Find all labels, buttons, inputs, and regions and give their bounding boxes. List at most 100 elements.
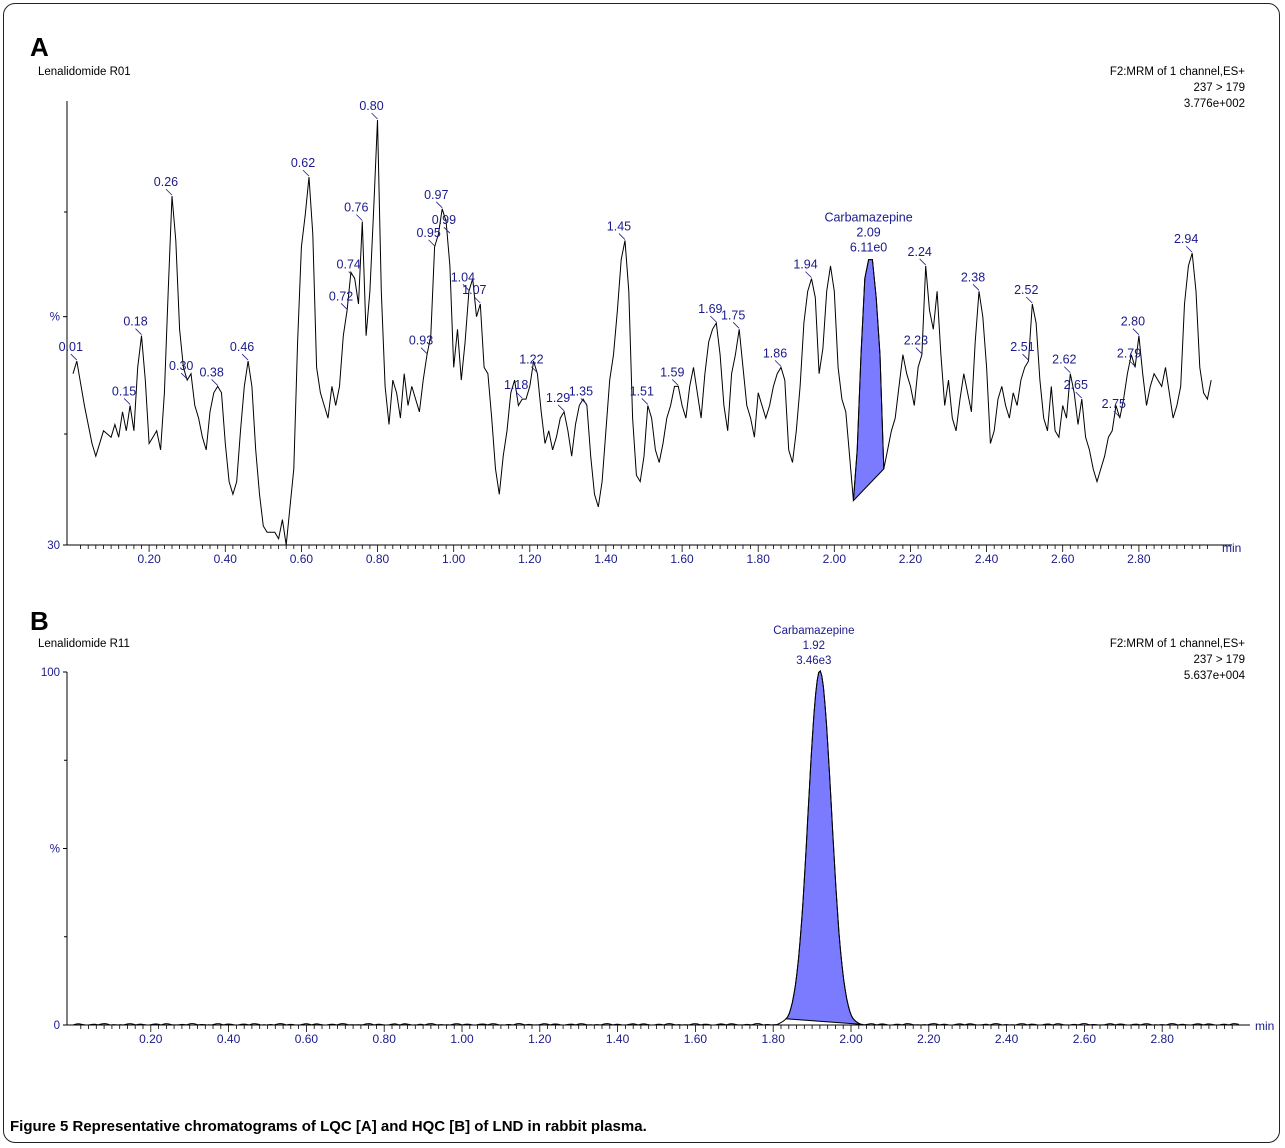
x-tick-label: 0.20 (137, 552, 161, 566)
peak-label-leader (1185, 245, 1193, 253)
peak-label: 1.29 (546, 391, 570, 405)
peak-label-leader (1132, 328, 1140, 335)
peak-label: 1.51 (630, 384, 654, 398)
peak-label-leader (671, 379, 679, 386)
peak-label: 2.62 (1052, 353, 1076, 367)
x-tick-label: 1.80 (762, 1032, 786, 1046)
chromatogram-trace (72, 119, 1212, 546)
x-tick-label: 0.80 (373, 1032, 397, 1046)
panel-b-header-line-2: 237 > 179 (1194, 654, 1245, 666)
x-axis-ticks (80, 545, 1208, 552)
peak-label: 0.62 (291, 156, 315, 170)
analyte-annotation-line: Carbamazepine (773, 625, 854, 637)
peak-label: 1.35 (569, 384, 593, 398)
x-tick-label: 0.20 (139, 1032, 163, 1046)
x-tick-label: 2.20 (899, 552, 923, 566)
panel-a: A Lenalidomide R01 F2:MRM of 1 channel,E… (30, 32, 1245, 566)
peak-label-leader (180, 372, 188, 380)
analyte-annotation-line: 6.11e0 (850, 241, 887, 255)
peak-label: 2.52 (1014, 283, 1038, 297)
x-tick-label: 2.40 (975, 552, 999, 566)
x-tick-label: 0.60 (295, 1032, 319, 1046)
peak-label-leader (462, 284, 470, 291)
peak-label: 2.51 (1010, 340, 1034, 354)
integrated-peak-area (852, 259, 885, 502)
y-tick-label: 0 (54, 1020, 60, 1032)
peak-label: 0.46 (230, 340, 254, 354)
chromatogram-trace (73, 669, 1239, 1026)
peak-label: 0.74 (337, 258, 361, 272)
peak-label: 1.75 (721, 308, 745, 322)
peak-label-leader (732, 322, 740, 329)
x-axis-unit: min (1222, 541, 1241, 555)
peak-label: 2.23 (904, 334, 928, 348)
peak-label-leader (165, 188, 173, 196)
peak-label-leader (774, 360, 782, 367)
y-tick-label: % (50, 844, 60, 856)
peak-label-leader (919, 258, 926, 266)
peak-label-leader (135, 328, 142, 335)
peak-label: 2.94 (1174, 232, 1198, 246)
x-tick-label: 1.40 (594, 552, 618, 566)
peak-label-leader (356, 214, 363, 221)
peak-label-leader (241, 353, 249, 361)
panel-b-header-line-3: 5.637e+004 (1184, 670, 1246, 682)
x-tick-label: 0.60 (290, 552, 314, 566)
peak-label: 0.26 (154, 175, 178, 189)
x-tick-label: 0.40 (217, 1032, 241, 1046)
x-tick-label: 1.60 (670, 552, 694, 566)
y-tick-label: % (50, 312, 60, 324)
peak-label: 2.65 (1064, 378, 1088, 392)
peak-label-leader (340, 303, 348, 310)
peak-label-leader (915, 347, 923, 354)
x-tick-label: 1.20 (518, 552, 542, 566)
peak-label: 1.94 (793, 258, 817, 272)
peak-label: 2.79 (1117, 346, 1141, 360)
peak-label-leader (474, 296, 481, 304)
analyte-annotation-line: 2.09 (856, 226, 880, 240)
panel-b-sample-name: Lenalidomide R11 (38, 638, 130, 650)
x-tick-label: 2.20 (917, 1032, 941, 1046)
peak-label: 1.22 (519, 353, 543, 367)
x-axis-ticks (80, 1025, 1233, 1032)
x-tick-label: 1.60 (684, 1032, 708, 1046)
peak-label-leader (641, 398, 649, 405)
peak-label-leader (1128, 360, 1136, 367)
panel-b-header-line-1: F2:MRM of 1 channel,ES+ (1110, 638, 1245, 650)
peak-label-leader (123, 398, 131, 405)
peak-label-leader (371, 112, 378, 120)
peak-label-leader (1022, 353, 1029, 361)
x-tick-label: 2.00 (839, 1032, 863, 1046)
peak-label: 0.15 (112, 384, 136, 398)
peak-label: 1.86 (763, 346, 787, 360)
peak-label-leader (557, 404, 565, 412)
panel-b-letter: B (30, 606, 49, 636)
panel-a-header-line-3: 3.776e+002 (1184, 98, 1245, 110)
peak-label-leader (302, 169, 310, 177)
panel-a-sample-name: Lenalidomide R01 (38, 66, 131, 78)
peak-label-leader (1113, 410, 1121, 418)
peak-label-leader (580, 398, 588, 405)
peak-label: 1.18 (504, 378, 528, 392)
peak-label-leader (710, 315, 717, 323)
peak-label: 0.72 (329, 289, 353, 303)
figure-caption: Figure 5 Representative chromatograms of… (10, 1118, 647, 1135)
peak-label: 0.38 (199, 365, 223, 379)
x-tick-label: 2.00 (823, 552, 847, 566)
peak-label-leader (1064, 366, 1071, 374)
peak-label-leader (211, 379, 218, 386)
peak-label: 0.95 (416, 226, 440, 240)
peak-label: 1.69 (698, 302, 722, 316)
x-tick-label: 1.20 (528, 1032, 552, 1046)
y-tick-label: 100 (41, 667, 60, 679)
panel-a-header-line-2: 237 > 179 (1194, 82, 1245, 94)
x-tick-label: 1.00 (450, 1032, 474, 1046)
x-tick-label: 2.80 (1151, 1032, 1175, 1046)
peak-label-leader (1025, 296, 1033, 304)
peak-label: 2.38 (961, 270, 985, 284)
x-tick-label: 0.40 (214, 552, 238, 566)
peak-label-leader (348, 271, 355, 278)
x-tick-label: 1.80 (747, 552, 771, 566)
peak-label: 0.76 (344, 201, 368, 215)
